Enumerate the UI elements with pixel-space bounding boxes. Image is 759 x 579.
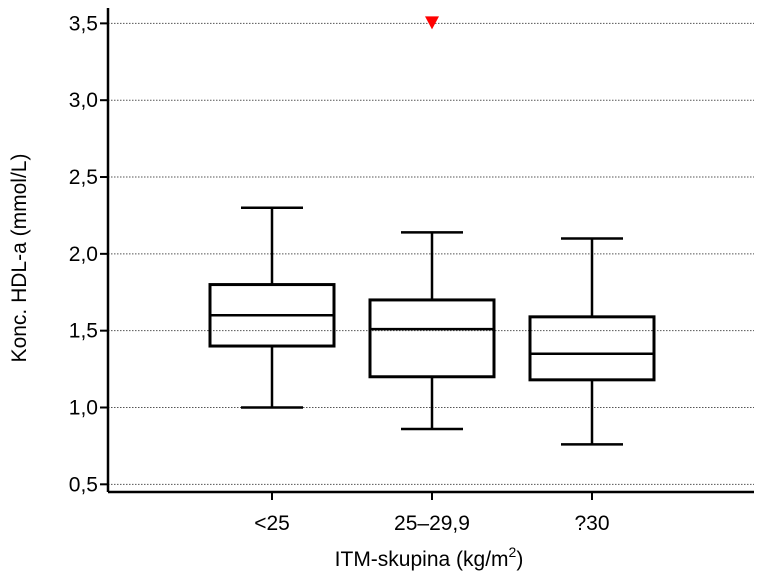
- y-tick-label: 2,5: [69, 166, 98, 189]
- y-tick-label: 3,0: [69, 89, 98, 112]
- y-axis-title: Konc. HDL-a (mmol/L): [8, 154, 31, 363]
- gridlines: [108, 22, 754, 485]
- x-axis-title-superscript: 2: [509, 544, 517, 560]
- box-2: [368, 231, 496, 431]
- boxes: [208, 206, 656, 446]
- x-axis-title-main: ITM-skupina (kg/m: [335, 548, 509, 571]
- axes: [100, 8, 754, 500]
- y-tick-label: 1,0: [69, 396, 98, 419]
- y-tick-label: 1,5: [69, 320, 98, 343]
- y-tick-label: 2,0: [69, 243, 98, 266]
- y-tick-label: 3,5: [69, 12, 98, 35]
- x-tick-label: <25: [254, 512, 290, 535]
- box-1: [208, 206, 336, 409]
- x-axis-title-suffix: ): [516, 548, 523, 571]
- outliers: [425, 16, 439, 30]
- box-body: [368, 298, 496, 379]
- outlier-point: [425, 16, 439, 30]
- box-3: [528, 237, 656, 446]
- box-body: [528, 315, 656, 382]
- y-tick-labels: 0,5 1,0 1,5 2,0 2,5 3,0 3,5: [69, 12, 98, 496]
- y-tick-label: 0,5: [69, 473, 98, 496]
- x-axis-title: ITM-skupina (kg/m2): [335, 544, 524, 571]
- x-tick-label: ?30: [574, 512, 609, 535]
- x-tick-label: 25–29,9: [394, 512, 470, 535]
- x-tick-labels: <25 25–29,9 ?30: [254, 512, 609, 535]
